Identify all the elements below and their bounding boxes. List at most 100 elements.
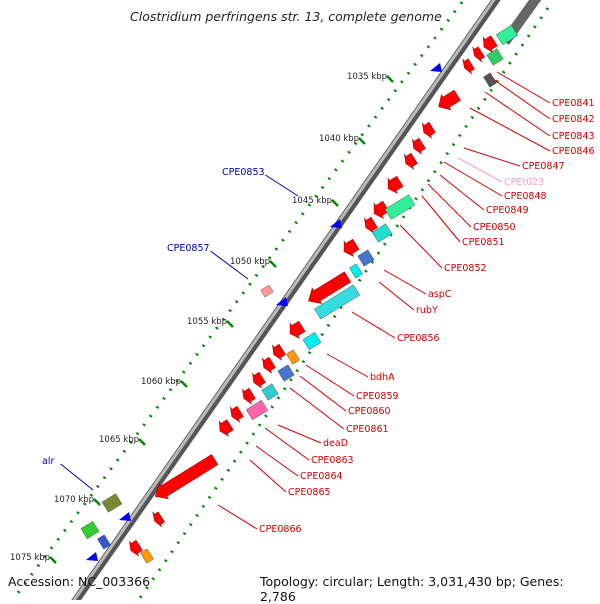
gene-label: CPE0865 xyxy=(288,487,331,498)
gene-label: CPE0847 xyxy=(522,161,565,172)
gene-label: alr xyxy=(42,456,54,467)
gene-box xyxy=(97,534,111,550)
gene-box xyxy=(371,223,393,243)
gene-box xyxy=(80,520,100,540)
gene-label: CPE0864 xyxy=(300,471,343,482)
gene-box xyxy=(80,520,100,540)
gene-label: CPE0866 xyxy=(259,524,302,535)
gene-arrow xyxy=(289,320,306,340)
blue-feature-icon xyxy=(119,512,131,521)
label-leader-line xyxy=(265,174,299,197)
gene-label: CPE0851 xyxy=(462,237,505,248)
kbp-tick-label: 1045 kbp xyxy=(292,196,332,206)
gene-box xyxy=(286,349,300,365)
gene-arrow xyxy=(462,58,475,75)
gene-arrow xyxy=(230,405,244,423)
kbp-tick-mark xyxy=(93,498,101,506)
gene-arrow xyxy=(252,371,266,389)
gene-box xyxy=(140,548,154,564)
gene-box xyxy=(245,399,269,421)
gene-label: CPE0846 xyxy=(552,146,595,157)
label-leader-line xyxy=(421,195,461,243)
blue-feature-icon xyxy=(276,297,288,306)
kbp-tick-mark xyxy=(269,260,277,268)
label-leader-line xyxy=(469,107,551,152)
label-leader-line xyxy=(305,364,355,397)
kbp-scale-line xyxy=(12,1,464,599)
kbp-tick-mark xyxy=(226,320,234,328)
map-title: Clostridium perfringens str. 13, complet… xyxy=(130,9,442,24)
gene-arrow xyxy=(387,175,404,195)
gene-label: CPE0863 xyxy=(311,455,354,466)
label-leader-line xyxy=(457,157,503,183)
cds-arrow xyxy=(129,539,143,557)
kbp-tick-label: 1075 kbp xyxy=(10,553,50,563)
gene-box xyxy=(101,493,123,513)
gene-box xyxy=(302,331,322,351)
gene-box xyxy=(349,263,363,279)
blue-feature-icon xyxy=(330,219,342,228)
label-leader-line xyxy=(383,269,427,295)
label-leader-line xyxy=(277,424,322,444)
cds-arrow xyxy=(438,89,461,111)
gene-arrow xyxy=(219,419,234,437)
gene-box xyxy=(483,72,497,88)
cds-arrow xyxy=(422,121,436,139)
gene-box xyxy=(101,493,123,513)
kbp-tick-mark xyxy=(358,137,366,145)
label-leader-line xyxy=(496,71,551,104)
gene-label: CPE0842 xyxy=(552,114,595,125)
label-leader-line xyxy=(299,375,347,412)
gene-arrow xyxy=(438,89,461,111)
label-leader-line xyxy=(289,387,345,430)
gene-label: CPE0848 xyxy=(504,191,547,202)
kbp-tick-mark xyxy=(331,199,339,207)
cds-arrow xyxy=(242,387,256,405)
gene-label: CPE0843 xyxy=(552,131,595,142)
cds-arrow xyxy=(343,238,360,258)
gene-label: CPE0856 xyxy=(397,333,440,344)
gene-label: CPE0857 xyxy=(167,243,210,254)
gene-box xyxy=(302,331,322,351)
cds-arrow xyxy=(154,454,219,500)
gene-box xyxy=(349,263,363,279)
gene-box xyxy=(486,48,504,66)
gene-box xyxy=(140,548,154,564)
gene-box xyxy=(277,364,295,382)
gene-arrow xyxy=(308,271,352,304)
gene-box xyxy=(486,48,504,66)
gene-box xyxy=(384,194,416,220)
kbp-tick-label: 1070 kbp xyxy=(54,495,94,505)
cds-arrow xyxy=(472,46,485,63)
cds-arrow xyxy=(483,35,498,53)
cds-arrow xyxy=(272,343,286,361)
cds-arrow xyxy=(252,371,266,389)
gene-arrow xyxy=(373,200,390,220)
gene-box xyxy=(357,249,375,267)
label-leader-line xyxy=(378,281,415,311)
gene-box xyxy=(371,223,393,243)
gene-arrow xyxy=(472,46,485,63)
accession-label: Accession: NC_003366 xyxy=(8,574,151,589)
gene-box xyxy=(260,284,274,298)
gene-box xyxy=(357,249,375,267)
pseudo-gene-box xyxy=(260,284,274,298)
label-leader-line xyxy=(427,183,472,228)
gene-arrow xyxy=(152,511,165,528)
kbp-tick-label: 1040 kbp xyxy=(319,134,359,144)
kbp-tick-mark xyxy=(386,75,394,83)
gene-label: rubY xyxy=(416,305,438,316)
label-leader-line xyxy=(351,311,396,339)
label-leader-line xyxy=(484,91,551,137)
kbp-tick-label: 1035 kbp xyxy=(347,72,387,82)
gene-box xyxy=(495,24,519,46)
blue-feature-icon xyxy=(86,552,98,561)
gene-arrow xyxy=(483,35,498,53)
label-leader-line xyxy=(492,78,551,120)
gene-arrow xyxy=(343,238,360,258)
kbp-tick-label: 1055 kbp xyxy=(187,317,227,327)
gene-arrow xyxy=(242,387,256,405)
gene-label: CPE0850 xyxy=(473,222,516,233)
kbp-tick-mark xyxy=(49,556,57,564)
